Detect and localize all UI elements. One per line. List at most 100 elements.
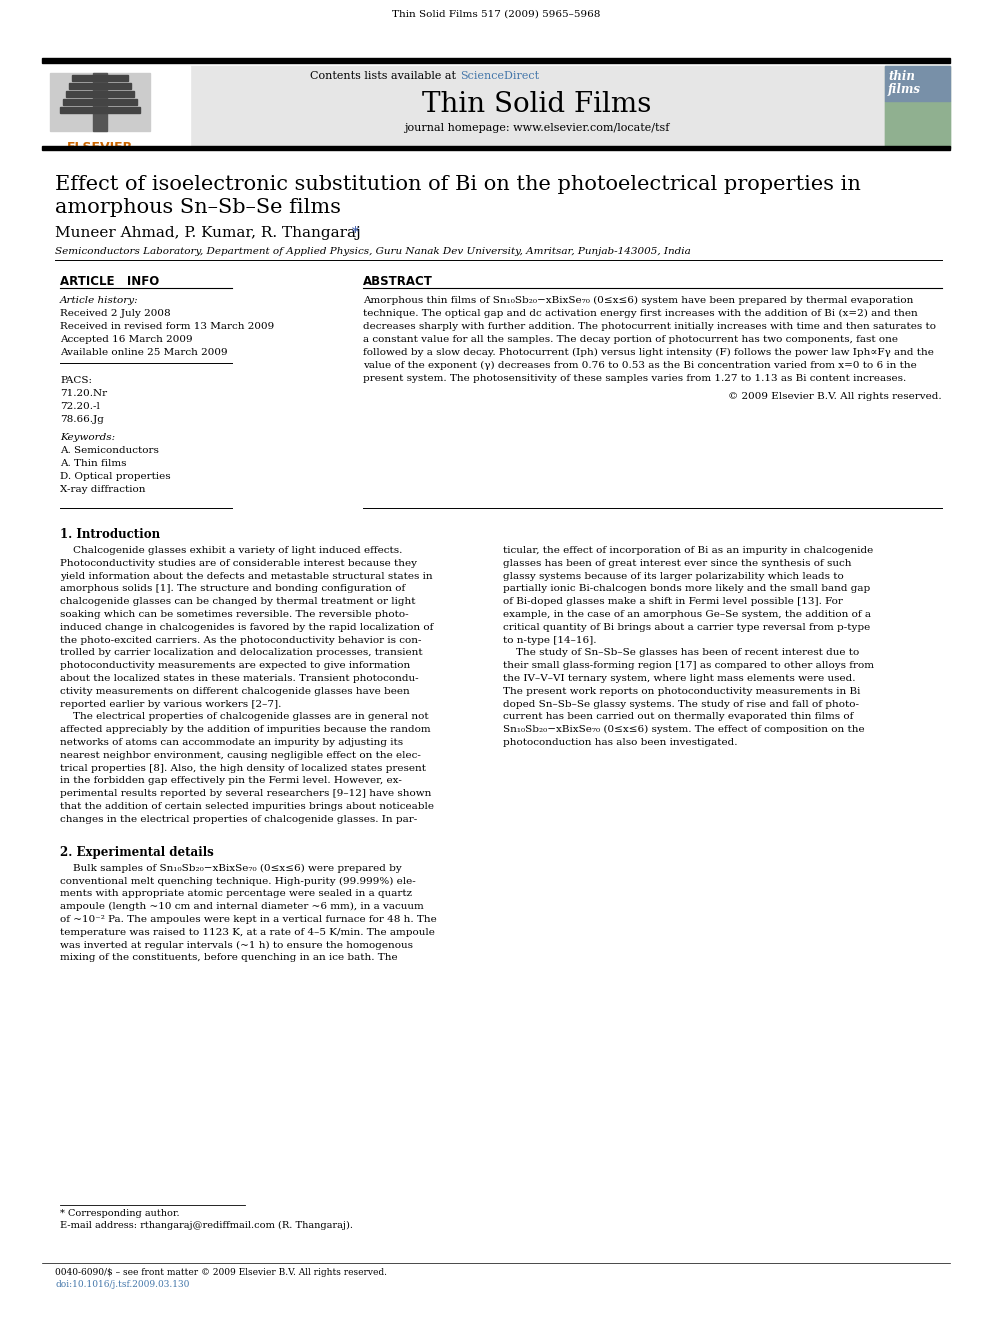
Text: doped Sn–Sb–Se glassy systems. The study of rise and fall of photo-: doped Sn–Sb–Se glassy systems. The study… [503, 700, 859, 709]
Text: perimental results reported by several researchers [9–12] have shown: perimental results reported by several r… [60, 790, 432, 798]
Text: partially ionic Bi-chalcogen bonds more likely and the small band gap: partially ionic Bi-chalcogen bonds more … [503, 585, 870, 594]
Text: the photo-excited carriers. As the photoconductivity behavior is con-: the photo-excited carriers. As the photo… [60, 635, 422, 644]
Text: followed by a slow decay. Photocurrent (Iph) versus light intensity (F) follows : followed by a slow decay. Photocurrent (… [363, 348, 933, 357]
Text: Received in revised form 13 March 2009: Received in revised form 13 March 2009 [60, 321, 274, 331]
Text: Thin Solid Films: Thin Solid Films [423, 91, 652, 118]
Text: in the forbidden gap effectively pin the Fermi level. However, ex-: in the forbidden gap effectively pin the… [60, 777, 402, 786]
Text: Semiconductors Laboratory, Department of Applied Physics, Guru Nanak Dev Univers: Semiconductors Laboratory, Department of… [55, 247, 690, 255]
Text: Effect of isoelectronic substitution of Bi on the photoelectrical properties in: Effect of isoelectronic substitution of … [55, 175, 861, 194]
Text: Muneer Ahmad, P. Kumar, R. Thangaraj: Muneer Ahmad, P. Kumar, R. Thangaraj [55, 226, 361, 239]
Text: Photoconductivity studies are of considerable interest because they: Photoconductivity studies are of conside… [60, 558, 417, 568]
Text: present system. The photosensitivity of these samples varies from 1.27 to 1.13 a: present system. The photosensitivity of … [363, 374, 907, 382]
Text: A. Thin films: A. Thin films [60, 459, 127, 468]
Bar [93, 73, 107, 131]
Text: ARTICLE   INFO: ARTICLE INFO [60, 275, 160, 288]
Text: was inverted at regular intervals (~1 h) to ensure the homogenous: was inverted at regular intervals (~1 h)… [60, 941, 413, 950]
Text: journal homepage: www.elsevier.com/locate/tsf: journal homepage: www.elsevier.com/locat… [405, 123, 670, 134]
Text: nearest neighbor environment, causing negligible effect on the elec-: nearest neighbor environment, causing ne… [60, 750, 421, 759]
Text: Keywords:: Keywords: [60, 433, 115, 442]
Text: current has been carried out on thermally evaporated thin films of: current has been carried out on thermall… [503, 712, 853, 721]
Text: ampoule (length ~10 cm and internal diameter ~6 mm), in a vacuum: ampoule (length ~10 cm and internal diam… [60, 902, 424, 912]
Text: networks of atoms can accommodate an impurity by adjusting its: networks of atoms can accommodate an imp… [60, 738, 403, 747]
Text: Received 2 July 2008: Received 2 July 2008 [60, 310, 171, 318]
Text: critical quantity of Bi brings about a carrier type reversal from p-type: critical quantity of Bi brings about a c… [503, 623, 870, 632]
Text: Chalcogenide glasses exhibit a variety of light induced effects.: Chalcogenide glasses exhibit a variety o… [60, 546, 403, 556]
Text: that the addition of certain selected impurities brings about noticeable: that the addition of certain selected im… [60, 802, 434, 811]
Text: affected appreciably by the addition of impurities because the random: affected appreciably by the addition of … [60, 725, 431, 734]
Text: value of the exponent (γ) decreases from 0.76 to 0.53 as the Bi concentration va: value of the exponent (γ) decreases from… [363, 361, 917, 370]
Text: 71.20.Nr: 71.20.Nr [60, 389, 107, 398]
Text: amorphous solids [1]. The structure and bonding configuration of: amorphous solids [1]. The structure and … [60, 585, 406, 594]
Text: to n-type [14–16].: to n-type [14–16]. [503, 635, 596, 644]
Text: of ~10⁻² Pa. The ampoules were kept in a vertical furnace for 48 h. The: of ~10⁻² Pa. The ampoules were kept in a… [60, 914, 436, 923]
Text: ticular, the effect of incorporation of Bi as an impurity in chalcogenide: ticular, the effect of incorporation of … [503, 546, 873, 556]
Text: about the localized states in these materials. Transient photocondu-: about the localized states in these mate… [60, 673, 419, 683]
Text: induced change in chalcogenides is favored by the rapid localization of: induced change in chalcogenides is favor… [60, 623, 434, 632]
Text: D. Optical properties: D. Optical properties [60, 472, 171, 482]
Text: glassy systems because of its larger polarizability which leads to: glassy systems because of its larger pol… [503, 572, 844, 581]
Bar [72, 75, 128, 81]
Text: 1. Introduction: 1. Introduction [60, 528, 160, 541]
Text: X-ray diffraction: X-ray diffraction [60, 486, 146, 493]
Text: trical properties [8]. Also, the high density of localized states present: trical properties [8]. Also, the high de… [60, 763, 426, 773]
Text: the IV–V–VI ternary system, where light mass elements were used.: the IV–V–VI ternary system, where light … [503, 673, 855, 683]
Text: The study of Sn–Sb–Se glasses has been of recent interest due to: The study of Sn–Sb–Se glasses has been o… [503, 648, 859, 658]
Bar [60, 107, 140, 112]
Text: photoconductivity measurements are expected to give information: photoconductivity measurements are expec… [60, 662, 411, 671]
Bar [66, 91, 134, 97]
Text: ELSEVIER: ELSEVIER [66, 142, 133, 153]
Text: A. Semiconductors: A. Semiconductors [60, 446, 159, 455]
Text: conventional melt quenching technique. High-purity (99.999%) ele-: conventional melt quenching technique. H… [60, 876, 416, 885]
Text: ABSTRACT: ABSTRACT [363, 275, 433, 288]
Text: mixing of the constituents, before quenching in an ice bath. The: mixing of the constituents, before quenc… [60, 953, 398, 962]
Bar [42, 146, 950, 149]
Text: E-mail address: rthangaraj@rediffmail.com (R. Thangaraj).: E-mail address: rthangaraj@rediffmail.co… [60, 1221, 353, 1230]
Text: trolled by carrier localization and delocalization processes, transient: trolled by carrier localization and delo… [60, 648, 423, 658]
Text: * Corresponding author.: * Corresponding author. [60, 1209, 180, 1218]
Text: doi:10.1016/j.tsf.2009.03.130: doi:10.1016/j.tsf.2009.03.130 [55, 1279, 189, 1289]
Text: PACS:: PACS: [60, 376, 92, 385]
Bar [42, 58, 950, 64]
Text: of Bi-doped glasses make a shift in Fermi level possible [13]. For: of Bi-doped glasses make a shift in Ferm… [503, 597, 843, 606]
Text: amorphous Sn–Sb–Se films: amorphous Sn–Sb–Se films [55, 198, 341, 217]
Text: glasses has been of great interest ever since the synthesis of such: glasses has been of great interest ever … [503, 558, 851, 568]
Text: ments with appropriate atomic percentage were sealed in a quartz: ments with appropriate atomic percentage… [60, 889, 412, 898]
Text: their small glass-forming region [17] as compared to other alloys from: their small glass-forming region [17] as… [503, 662, 874, 671]
Text: films: films [888, 83, 921, 97]
Text: reported earlier by various workers [2–7].: reported earlier by various workers [2–7… [60, 700, 282, 709]
Bar [885, 66, 950, 101]
Text: chalcogenide glasses can be changed by thermal treatment or light: chalcogenide glasses can be changed by t… [60, 597, 416, 606]
Text: photoconduction has also been investigated.: photoconduction has also been investigat… [503, 738, 737, 747]
Text: The electrical properties of chalcogenide glasses are in general not: The electrical properties of chalcogenid… [60, 712, 429, 721]
Text: example, in the case of an amorphous Ge–Se system, the addition of a: example, in the case of an amorphous Ge–… [503, 610, 871, 619]
Text: Sn₁₀Sb₂₀−xBixSe₇₀ (0≤x≤6) system. The effect of composition on the: Sn₁₀Sb₂₀−xBixSe₇₀ (0≤x≤6) system. The ef… [503, 725, 865, 734]
Text: technique. The optical gap and dc activation energy first increases with the add: technique. The optical gap and dc activa… [363, 310, 918, 318]
Text: 72.20.-l: 72.20.-l [60, 402, 100, 411]
Text: *: * [352, 226, 359, 239]
Text: Bulk samples of Sn₁₀Sb₂₀−xBixSe₇₀ (0≤x≤6) were prepared by: Bulk samples of Sn₁₀Sb₂₀−xBixSe₇₀ (0≤x≤6… [60, 864, 402, 873]
Bar [42, 66, 190, 148]
Text: yield information about the defects and metastable structural states in: yield information about the defects and … [60, 572, 433, 581]
Text: decreases sharply with further addition. The photocurrent initially increases wi: decreases sharply with further addition.… [363, 321, 936, 331]
Text: Thin Solid Films 517 (2009) 5965–5968: Thin Solid Films 517 (2009) 5965–5968 [392, 11, 600, 19]
Text: soaking which can be sometimes reversible. The reversible photo-: soaking which can be sometimes reversibl… [60, 610, 409, 619]
Text: Amorphous thin films of Sn₁₀Sb₂₀−xBixSe₇₀ (0≤x≤6) system have been prepared by t: Amorphous thin films of Sn₁₀Sb₂₀−xBixSe₇… [363, 296, 914, 306]
Text: temperature was raised to 1123 K, at a rate of 4–5 K/min. The ampoule: temperature was raised to 1123 K, at a r… [60, 927, 434, 937]
Text: ScienceDirect: ScienceDirect [460, 71, 539, 81]
Text: Available online 25 March 2009: Available online 25 March 2009 [60, 348, 227, 357]
Text: a constant value for all the samples. The decay portion of photocurrent has two : a constant value for all the samples. Th… [363, 335, 898, 344]
Text: 0040-6090/$ – see front matter © 2009 Elsevier B.V. All rights reserved.: 0040-6090/$ – see front matter © 2009 El… [55, 1267, 387, 1277]
Text: Contents lists available at: Contents lists available at [310, 71, 460, 81]
Text: 78.66.Jg: 78.66.Jg [60, 415, 104, 423]
Text: © 2009 Elsevier B.V. All rights reserved.: © 2009 Elsevier B.V. All rights reserved… [728, 392, 942, 401]
Bar [885, 101, 950, 148]
Bar [63, 99, 137, 105]
Bar [190, 66, 885, 148]
Bar [50, 73, 150, 131]
Text: ctivity measurements on different chalcogenide glasses have been: ctivity measurements on different chalco… [60, 687, 410, 696]
Text: Accepted 16 March 2009: Accepted 16 March 2009 [60, 335, 192, 344]
Text: changes in the electrical properties of chalcogenide glasses. In par-: changes in the electrical properties of … [60, 815, 418, 824]
Text: The present work reports on photoconductivity measurements in Bi: The present work reports on photoconduct… [503, 687, 860, 696]
Text: Article history:: Article history: [60, 296, 139, 306]
Bar [885, 66, 950, 148]
